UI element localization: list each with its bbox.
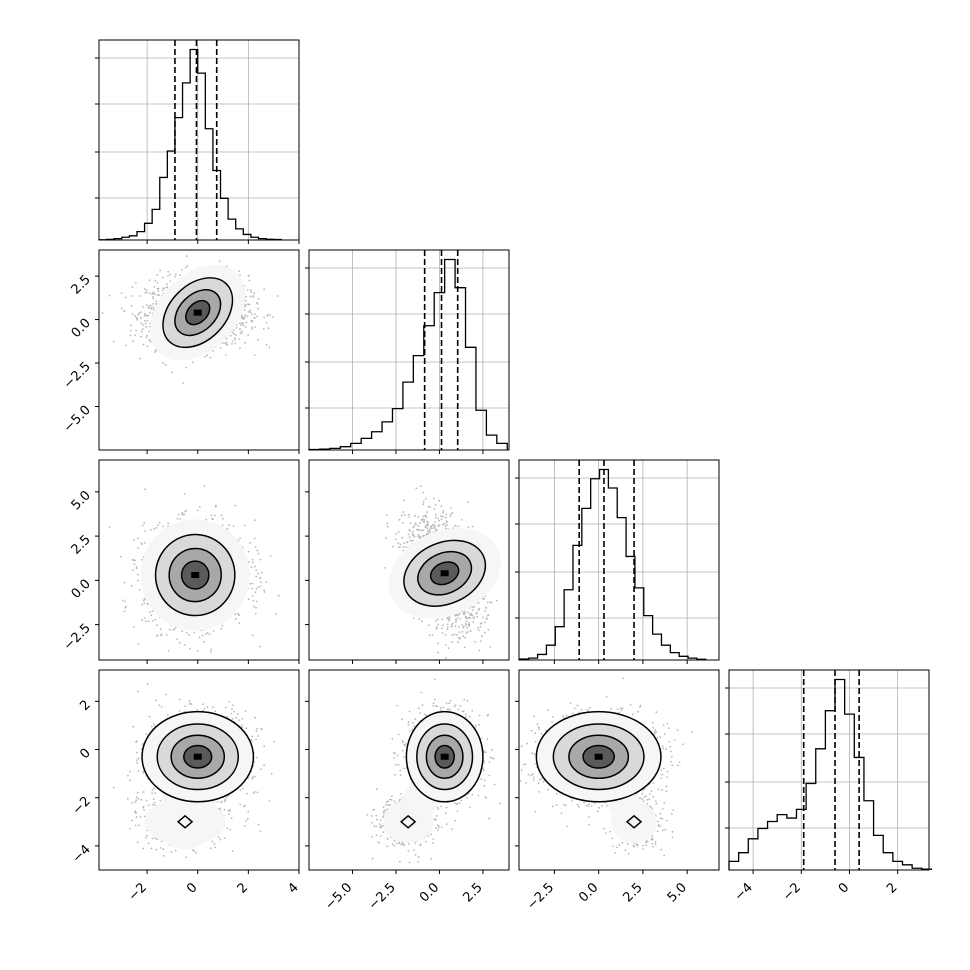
panel-frame [98,459,300,661]
histogram-panel-1 [305,249,510,454]
x-tick-label: 2.5 [461,880,486,905]
panel-frame [98,39,300,241]
density-contour [535,710,662,803]
x-tick-label: 0 [184,880,200,896]
histogram-step [308,258,508,451]
panel-frame [308,669,510,871]
scatter-panel-3-2 [515,669,720,874]
density-peak [193,753,202,760]
y-tick-label: −2.5 [61,359,94,392]
histogram-step [728,678,933,870]
x-tick-label: 2 [884,880,900,896]
y-tick-label: −2 [70,794,94,818]
x-tick-label: 0.0 [576,880,601,905]
histogram-step [98,48,282,241]
x-tick-label: −2.5 [366,880,399,913]
panel-background [729,670,929,870]
scatter-panel-3-1 [305,669,510,874]
density-contour [141,710,255,803]
panel-frame [518,459,720,661]
x-tick-label: −5.0 [322,880,355,913]
scatter-panel-2-1 [305,459,510,664]
x-tick-label: 0.0 [417,880,442,905]
density-contour [176,814,194,829]
panel-background [519,460,719,660]
density-contour [625,814,643,829]
y-tick-label: 2.5 [69,532,94,557]
density-peak [440,570,449,577]
panel-frame [98,249,300,451]
y-tick-label: −5.0 [61,403,94,436]
panel-frame [728,669,930,871]
x-tick-label: −4 [732,880,756,904]
x-tick-label: 2.5 [620,880,645,905]
x-tick-label: −2 [780,880,804,904]
density-peak [193,309,202,316]
panel-frame [308,459,510,661]
histogram-panel-2 [515,459,720,664]
x-tick-label: −2 [126,880,150,904]
density-peak [191,572,200,579]
x-tick-label: 5.0 [665,880,690,905]
scatter-panel-1-0 [95,249,300,454]
y-tick-label: 0.0 [69,577,94,602]
y-tick-label: −2.5 [61,621,94,654]
panel-frame [98,669,300,871]
y-tick-label: −4 [70,842,94,866]
histogram-panel-3 [725,669,933,874]
panel-frame [518,669,720,871]
x-tick-label: 4 [285,880,301,896]
density-peak [440,753,449,760]
panel-frame [308,249,510,451]
y-tick-label: 2 [77,698,93,714]
y-tick-label: 5.0 [69,488,94,513]
x-tick-label: −2.5 [524,880,557,913]
density-peak [594,753,603,760]
y-tick-label: 2.5 [69,272,94,297]
scatter-panel-2-0 [95,459,300,664]
histogram-step [519,468,707,660]
scatter-panel-3-0 [95,669,300,874]
panel-background [309,250,509,450]
x-tick-label: 2 [235,880,251,896]
density-contour [399,814,417,829]
y-tick-label: 0 [77,746,93,762]
density-contour [405,710,484,803]
y-tick-label: 0.0 [69,316,94,341]
x-tick-label: 0 [836,880,852,896]
panel-background [99,40,299,240]
histogram-panel-0 [95,39,300,244]
